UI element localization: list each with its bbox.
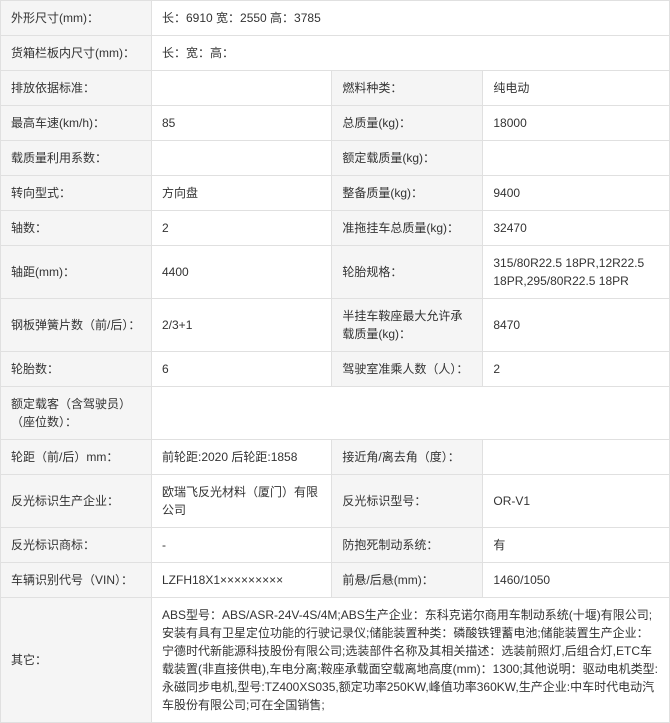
label: 前悬/后悬(mm)： bbox=[332, 563, 483, 598]
value bbox=[152, 387, 670, 440]
value: 8470 bbox=[483, 299, 670, 352]
value: 6 bbox=[152, 352, 332, 387]
label: 反光标识商标： bbox=[1, 528, 152, 563]
value: 欧瑞飞反光材料（厦门）有限公司 bbox=[152, 475, 332, 528]
label: 接近角/离去角（度）： bbox=[332, 440, 483, 475]
label: 反光标识型号： bbox=[332, 475, 483, 528]
label: 排放依据标准： bbox=[1, 71, 152, 106]
label: 轮胎规格： bbox=[332, 246, 483, 299]
label: 轮距（前/后）mm： bbox=[1, 440, 152, 475]
value: 长：宽：高： bbox=[152, 36, 670, 71]
value: 315/80R22.5 18PR,12R22.5 18PR,295/80R22.… bbox=[483, 246, 670, 299]
label: 额定载质量(kg)： bbox=[332, 141, 483, 176]
value bbox=[483, 141, 670, 176]
label: 防抱死制动系统： bbox=[332, 528, 483, 563]
label: 轴数： bbox=[1, 211, 152, 246]
label: 货箱栏板内尺寸(mm)： bbox=[1, 36, 152, 71]
label: 轴距(mm)： bbox=[1, 246, 152, 299]
value: 1460/1050 bbox=[483, 563, 670, 598]
value: ABS型号：ABS/ASR-24V-4S/4M;ABS生产企业：东科克诺尔商用车… bbox=[152, 598, 670, 723]
value: 4400 bbox=[152, 246, 332, 299]
label: 额定载客（含驾驶员）（座位数）： bbox=[1, 387, 152, 440]
label: 燃料种类： bbox=[332, 71, 483, 106]
label: 总质量(kg)： bbox=[332, 106, 483, 141]
value: 85 bbox=[152, 106, 332, 141]
value: 长：6910 宽：2550 高：3785 bbox=[152, 1, 670, 36]
label: 最高车速(km/h)： bbox=[1, 106, 152, 141]
label: 其它： bbox=[1, 598, 152, 723]
label: 钢板弹簧片数（前/后）： bbox=[1, 299, 152, 352]
value: 2/3+1 bbox=[152, 299, 332, 352]
label: 准拖挂车总质量(kg)： bbox=[332, 211, 483, 246]
value: 方向盘 bbox=[152, 176, 332, 211]
value bbox=[152, 71, 332, 106]
value bbox=[152, 141, 332, 176]
value: 2 bbox=[152, 211, 332, 246]
value bbox=[483, 440, 670, 475]
value: 2 bbox=[483, 352, 670, 387]
value: LZFH18X1××××××××× bbox=[152, 563, 332, 598]
label: 车辆识别代号（VIN）： bbox=[1, 563, 152, 598]
label: 整备质量(kg)： bbox=[332, 176, 483, 211]
label: 反光标识生产企业： bbox=[1, 475, 152, 528]
value: - bbox=[152, 528, 332, 563]
label: 驾驶室准乘人数（人）： bbox=[332, 352, 483, 387]
label: 外形尺寸(mm)： bbox=[1, 1, 152, 36]
value: 纯电动 bbox=[483, 71, 670, 106]
value: OR-V1 bbox=[483, 475, 670, 528]
label: 转向型式： bbox=[1, 176, 152, 211]
value: 有 bbox=[483, 528, 670, 563]
value: 前轮距:2020 后轮距:1858 bbox=[152, 440, 332, 475]
label: 轮胎数： bbox=[1, 352, 152, 387]
value: 9400 bbox=[483, 176, 670, 211]
value: 18000 bbox=[483, 106, 670, 141]
spec-table: 外形尺寸(mm)：长：6910 宽：2550 高：3785 货箱栏板内尺寸(mm… bbox=[0, 0, 670, 723]
label: 半挂车鞍座最大允许承载质量(kg)： bbox=[332, 299, 483, 352]
value: 32470 bbox=[483, 211, 670, 246]
label: 载质量利用系数： bbox=[1, 141, 152, 176]
